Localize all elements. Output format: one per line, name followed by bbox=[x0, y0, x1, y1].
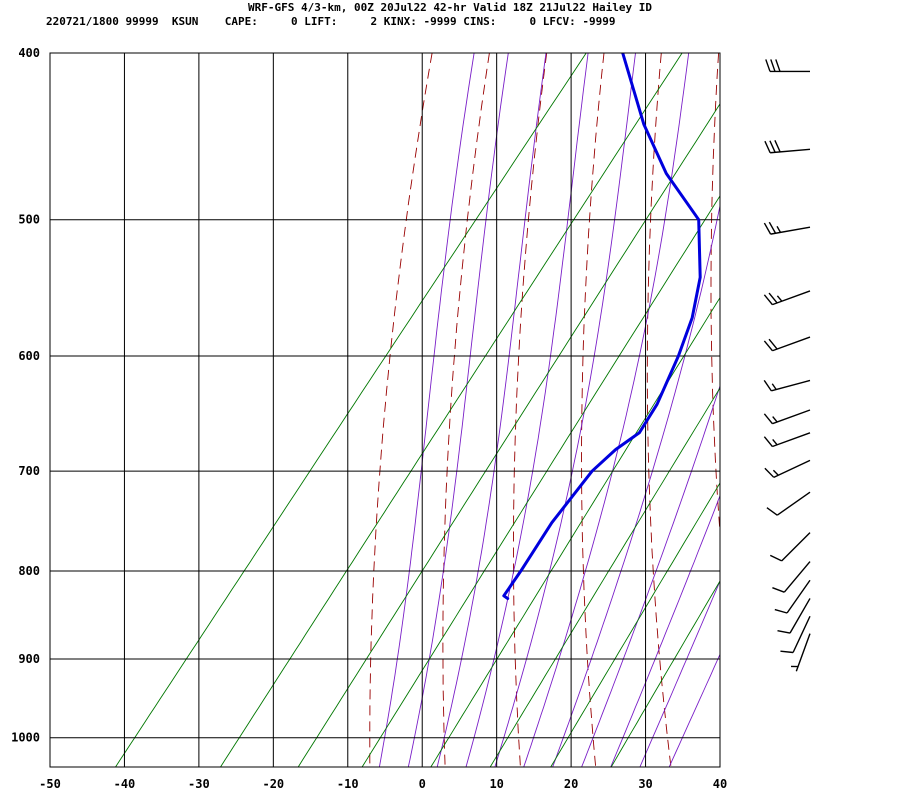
y-tick-label: 700 bbox=[18, 464, 40, 478]
y-tick-label: 400 bbox=[18, 46, 40, 60]
wind-barb-feather bbox=[773, 439, 777, 444]
header-line-1: WRF-GFS 4/3-km, 00Z 20Jul22 42-hr Valid … bbox=[248, 1, 652, 14]
wind-barb-feather bbox=[772, 588, 784, 592]
moist-adiabat bbox=[640, 53, 900, 767]
wind-barb bbox=[765, 140, 810, 152]
wind-barb bbox=[764, 337, 810, 351]
dewpoint-profile bbox=[504, 53, 700, 599]
mixing-ratio-line bbox=[551, 53, 900, 767]
wind-barb-feather bbox=[777, 296, 781, 301]
wind-barb-feather bbox=[767, 508, 777, 515]
moist-adiabat bbox=[669, 53, 900, 767]
wind-barb-feather bbox=[775, 140, 780, 152]
x-tick-label: 30 bbox=[638, 777, 652, 791]
y-tick-label: 900 bbox=[18, 652, 40, 666]
moist-adiabat bbox=[437, 53, 546, 767]
wind-barb-feather bbox=[775, 610, 787, 613]
wind-barb-feather bbox=[773, 417, 777, 422]
x-tick-label: -50 bbox=[39, 777, 61, 791]
wind-barb-feather bbox=[778, 631, 790, 633]
wind-barb-feather bbox=[764, 437, 772, 447]
mixing-ratio-line bbox=[221, 53, 683, 767]
wind-barb-feather bbox=[764, 380, 771, 391]
mixing-ratio-line bbox=[298, 53, 753, 767]
x-tick-label: 10 bbox=[489, 777, 503, 791]
wind-barb-staff bbox=[771, 227, 810, 234]
y-tick-label: 800 bbox=[18, 564, 40, 578]
dry-adiabat bbox=[514, 53, 547, 767]
wind-barb-column bbox=[764, 59, 810, 671]
wind-barb bbox=[770, 533, 810, 561]
wind-barb-feather bbox=[776, 59, 780, 71]
dry-adiabat bbox=[370, 53, 432, 767]
wind-barb-feather bbox=[764, 414, 772, 424]
x-tick-label: -40 bbox=[114, 777, 136, 791]
wind-barb-feather bbox=[773, 470, 778, 475]
temperature-profile bbox=[730, 53, 809, 599]
wind-barb-staff bbox=[772, 410, 810, 424]
wind-barb-staff bbox=[770, 149, 810, 152]
wind-barb-feather bbox=[764, 223, 770, 234]
wind-barb-feather bbox=[777, 226, 780, 232]
mixing-ratio-line bbox=[362, 53, 810, 767]
wind-barb-feather bbox=[772, 384, 776, 390]
axes: -50 -40 -30 -20 -10 0 10 20 30 40 400 500 600 700 800 9… bbox=[11, 46, 727, 791]
wind-barb bbox=[765, 460, 810, 477]
background-lines bbox=[116, 53, 900, 767]
dry-adiabat bbox=[773, 53, 822, 767]
moist-adiabat bbox=[524, 53, 689, 767]
y-tick-label: 600 bbox=[18, 349, 40, 363]
dry-adiabat bbox=[711, 53, 746, 767]
x-tick-label: 0 bbox=[419, 777, 426, 791]
wind-barb-staff bbox=[782, 533, 810, 561]
wind-barb-staff bbox=[777, 492, 810, 515]
wind-barb-feather bbox=[770, 555, 781, 561]
wind-barb-staff bbox=[771, 380, 810, 390]
wind-barb-feather bbox=[765, 468, 774, 477]
wind-barb bbox=[764, 410, 810, 424]
wind-barb-feather bbox=[780, 651, 793, 652]
x-tick-label: 40 bbox=[713, 777, 727, 791]
x-tick-label: -30 bbox=[188, 777, 210, 791]
moist-adiabat bbox=[582, 53, 810, 767]
x-tick-label: -20 bbox=[262, 777, 284, 791]
wind-barb bbox=[764, 433, 810, 447]
moist-adiabat bbox=[611, 53, 871, 767]
wind-barb bbox=[764, 291, 810, 305]
y-tick-label: 1000 bbox=[11, 731, 40, 745]
y-tick-label: 500 bbox=[18, 213, 40, 227]
wind-barb-feather bbox=[770, 141, 775, 153]
wind-barb bbox=[764, 222, 810, 234]
x-tick-label: 20 bbox=[564, 777, 578, 791]
header-line-2: 220721/1800 99999 KSUN CAPE: 0 LIFT: 2 K… bbox=[46, 15, 616, 28]
wind-barb-feather bbox=[765, 141, 770, 153]
wind-barb-staff bbox=[774, 460, 810, 477]
mixing-ratio-line bbox=[490, 53, 900, 767]
wind-barb-staff bbox=[772, 433, 810, 447]
dry-adiabat bbox=[832, 53, 896, 767]
wind-barb-staff bbox=[772, 291, 810, 305]
wind-barb-staff bbox=[784, 562, 810, 593]
moist-adiabat bbox=[379, 53, 474, 767]
wind-barb bbox=[766, 59, 810, 71]
sounding-profiles bbox=[504, 53, 809, 599]
x-tick-label: -10 bbox=[337, 777, 359, 791]
dry-adiabat bbox=[891, 53, 900, 767]
moist-adiabat bbox=[466, 53, 588, 767]
wind-barb-feather bbox=[766, 59, 770, 71]
wind-barb bbox=[764, 380, 810, 391]
wind-barb-staff bbox=[796, 634, 810, 672]
wind-barb-staff bbox=[793, 616, 810, 652]
wind-barb-staff bbox=[772, 337, 810, 351]
wind-barb-feather bbox=[769, 222, 775, 233]
wind-barb bbox=[767, 492, 810, 515]
wind-barb-feather bbox=[771, 59, 775, 71]
